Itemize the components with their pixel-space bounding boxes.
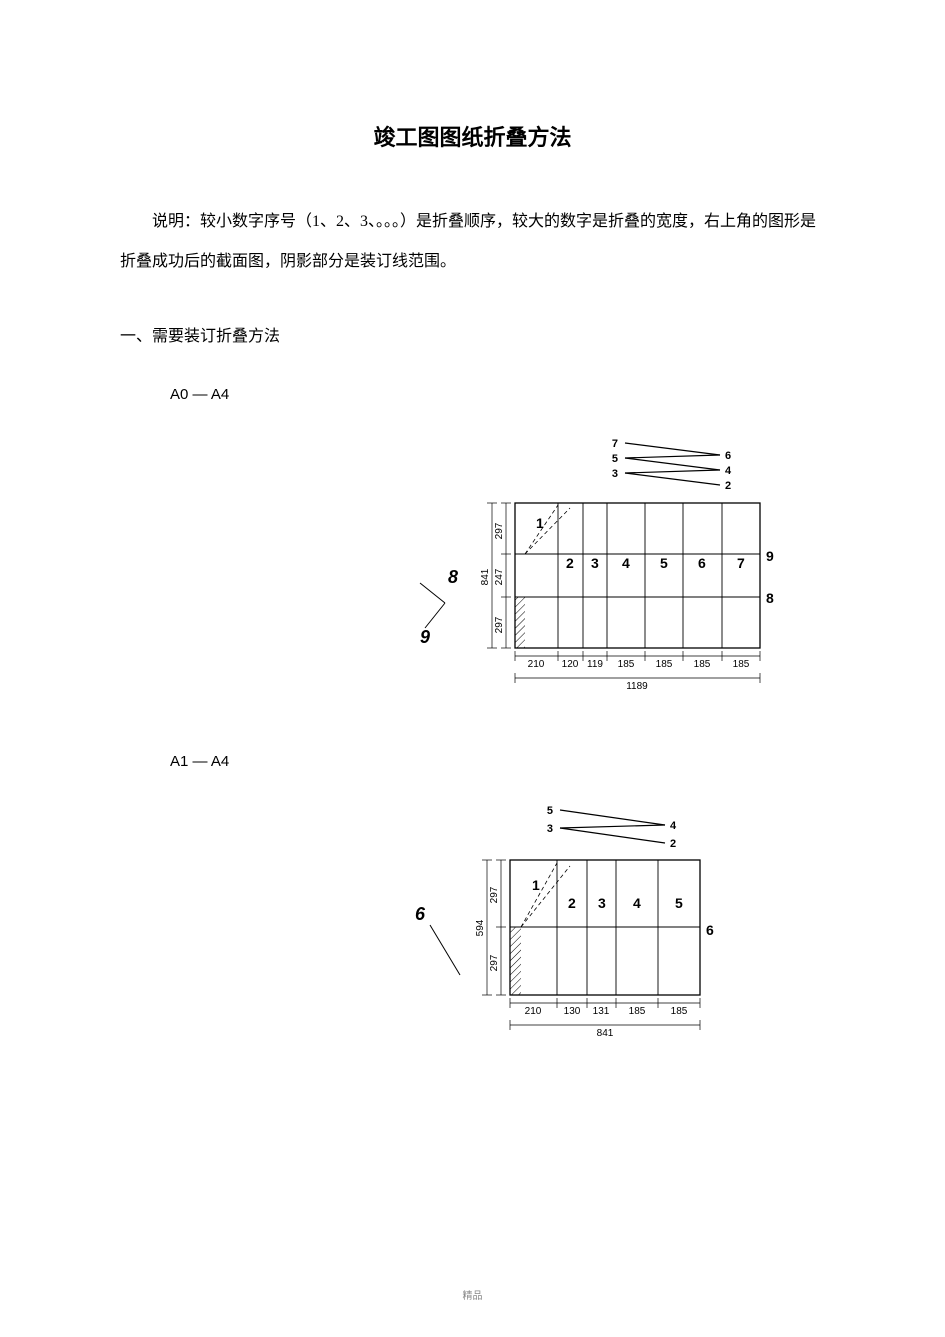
a1w4: 185 xyxy=(671,1006,688,1017)
fn6: 6 xyxy=(698,555,706,571)
zz-3: 3 xyxy=(612,468,618,480)
a1-diagram: 5 3 4 2 6 xyxy=(310,800,740,1040)
dw3: 185 xyxy=(618,659,635,670)
a1w1: 130 xyxy=(564,1006,581,1017)
side-9: 9 xyxy=(420,627,430,647)
a1h1: 297 xyxy=(489,954,500,971)
a1f4: 4 xyxy=(633,895,641,911)
a1zz3: 3 xyxy=(547,823,553,835)
a0-label: A0 — A4 xyxy=(170,386,825,403)
dh0: 297 xyxy=(494,522,505,539)
a1w0: 210 xyxy=(525,1006,542,1017)
a0-left-dims: 297 247 297 841 xyxy=(480,503,511,648)
section-heading: 一、需要装订折叠方法 xyxy=(120,322,825,346)
a1w3: 185 xyxy=(629,1006,646,1017)
fn5: 5 xyxy=(660,555,668,571)
dh2: 297 xyxy=(494,616,505,633)
a0-zigzag: 7 5 3 6 4 2 xyxy=(612,438,732,492)
a1w2: 131 xyxy=(593,1006,610,1017)
dw0: 210 xyxy=(528,659,545,670)
side-8: 8 xyxy=(448,567,458,587)
a1zz4: 4 xyxy=(670,820,677,832)
fn1: 1 xyxy=(536,515,544,531)
a1-zigzag: 5 3 4 2 xyxy=(547,805,677,850)
sn9: 9 xyxy=(766,548,774,564)
a1-svg: 5 3 4 2 6 xyxy=(310,800,740,1040)
a0-svg: 7 5 3 6 4 2 8 9 xyxy=(300,433,820,693)
a1-hatch xyxy=(510,927,521,995)
a1-main-rect: 1 2 3 4 5 6 xyxy=(510,860,714,995)
fn4: 4 xyxy=(622,555,630,571)
a1wtot: 841 xyxy=(597,1028,614,1039)
dw2: 119 xyxy=(587,659,603,670)
a1htot: 594 xyxy=(475,919,486,936)
a1f1: 1 xyxy=(532,877,540,893)
a1-side: 6 xyxy=(415,904,460,975)
a1-side-6: 6 xyxy=(415,904,426,924)
a1-left-dims: 297 297 594 xyxy=(475,860,506,995)
a1f2: 2 xyxy=(568,895,576,911)
a0-bottom-dims: 210 120 119 185 185 185 185 1189 xyxy=(515,651,760,692)
a1zz2: 2 xyxy=(670,838,676,850)
a1zz5: 5 xyxy=(547,805,553,817)
dw6: 185 xyxy=(733,659,750,670)
dhtot: 841 xyxy=(480,568,491,585)
a0-diagram: 7 5 3 6 4 2 8 9 xyxy=(300,433,820,693)
a1-bottom-dims: 210 130 131 185 185 841 xyxy=(510,998,700,1039)
fn3: 3 xyxy=(591,555,599,571)
a1f5: 5 xyxy=(675,895,683,911)
page-title: 竣工图图纸折叠方法 xyxy=(120,120,825,152)
fn7: 7 xyxy=(737,555,745,571)
dh1: 247 xyxy=(494,568,505,585)
sn8: 8 xyxy=(766,590,774,606)
a1h0: 297 xyxy=(489,886,500,903)
zz-4: 4 xyxy=(725,465,732,477)
a1f3: 3 xyxy=(598,895,606,911)
a1s6: 6 xyxy=(706,922,714,938)
a0-hatch xyxy=(515,597,525,648)
fn2: 2 xyxy=(566,555,574,571)
a1-label: A1 — A4 xyxy=(170,753,825,770)
dw5: 185 xyxy=(694,659,711,670)
description-text: 说明：较小数字序号（1、2、3、。。。）是折叠顺序，较大的数字是折叠的宽度，右上… xyxy=(120,202,825,282)
dw1: 120 xyxy=(562,659,579,670)
document-page: 竣工图图纸折叠方法 说明：较小数字序号（1、2、3、。。。）是折叠顺序，较大的数… xyxy=(0,0,945,1140)
zz-7: 7 xyxy=(612,438,618,450)
dwtot: 1189 xyxy=(626,681,648,692)
a0-side-zigzag: 8 9 xyxy=(420,567,458,647)
dw4: 185 xyxy=(656,659,673,670)
zz-5: 5 xyxy=(612,453,618,465)
page-footer: 精品 xyxy=(0,1287,945,1302)
zz-6: 6 xyxy=(725,450,731,462)
zz-2: 2 xyxy=(725,480,731,492)
a0-main-rect: 1 2 3 4 5 6 7 9 8 xyxy=(515,503,774,648)
